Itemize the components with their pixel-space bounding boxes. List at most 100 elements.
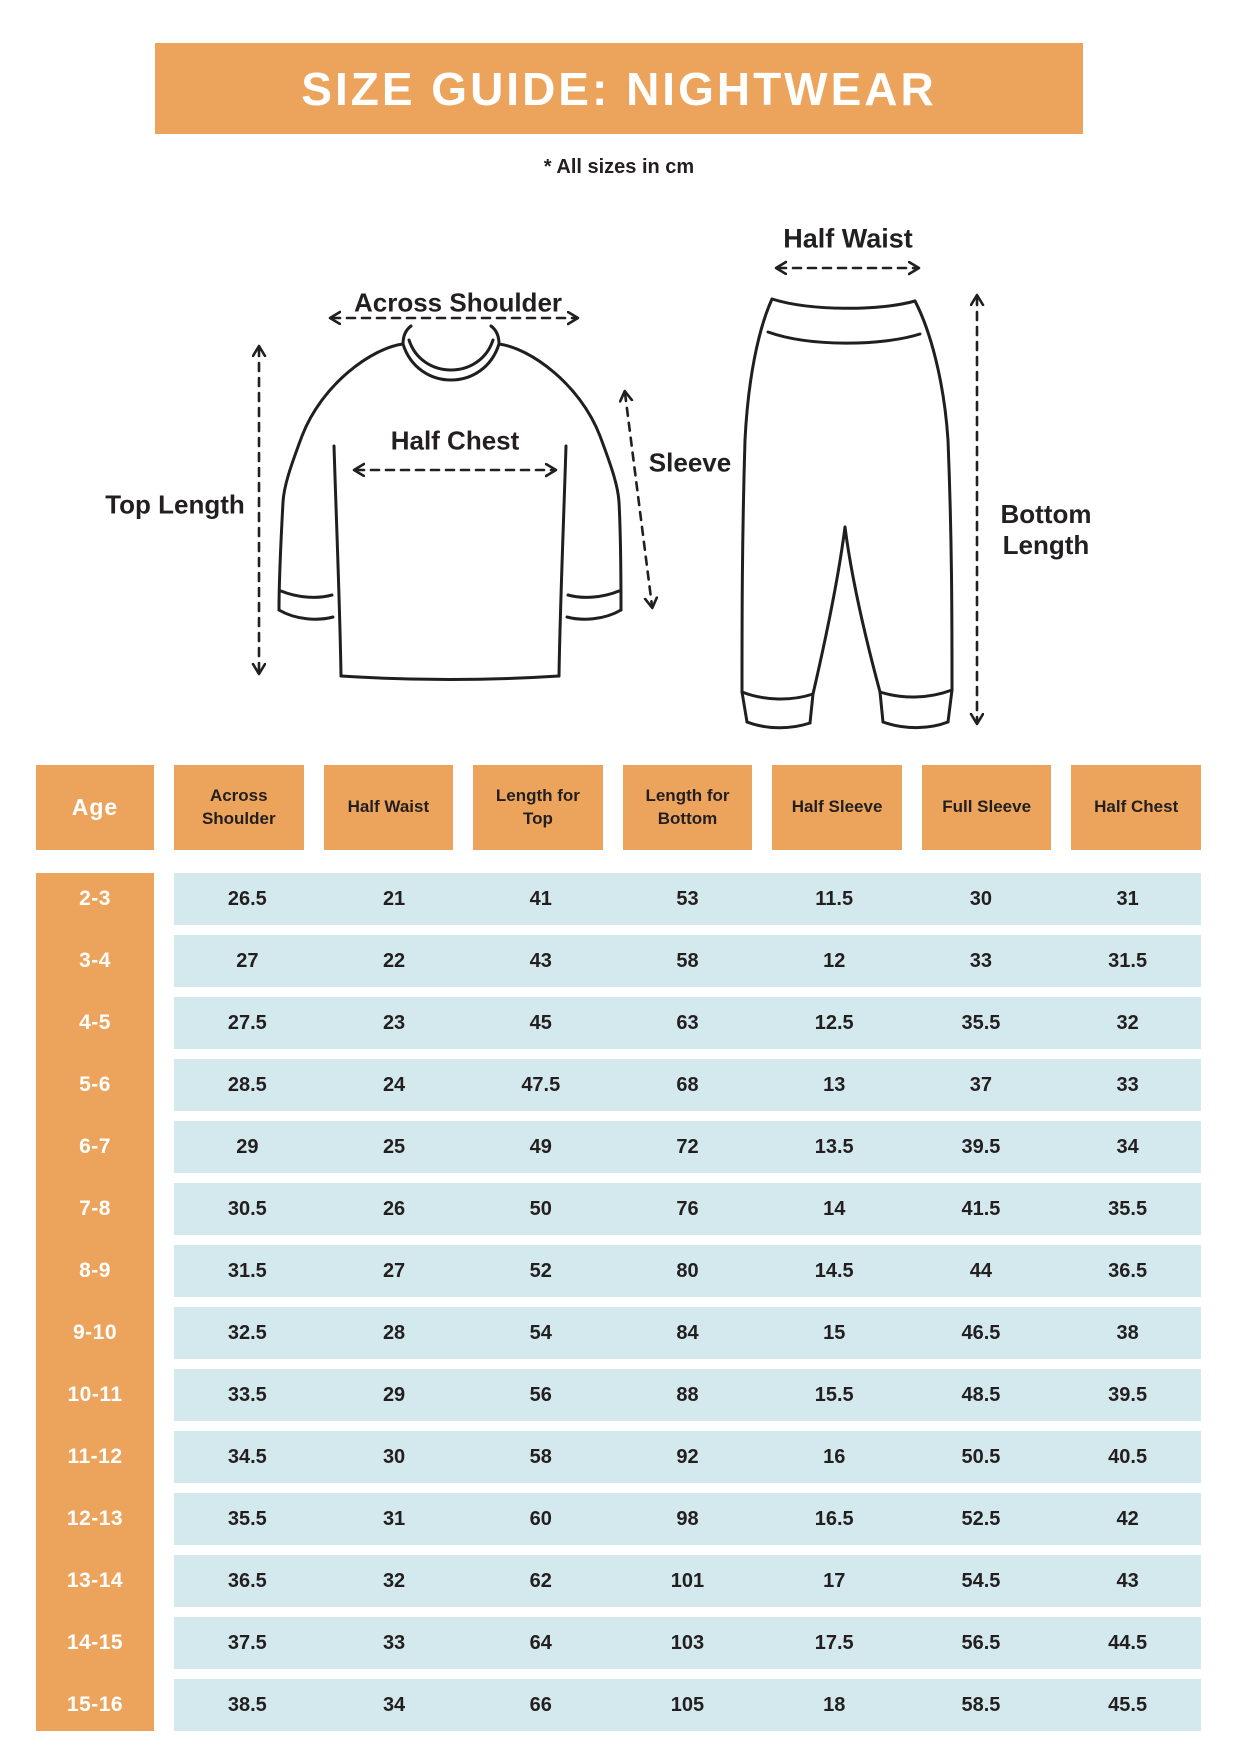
value-cell: 26.5: [227, 887, 267, 910]
value-cell: 38: [1116, 1321, 1139, 1344]
value-cell: 24: [382, 1073, 406, 1096]
value-cell: 41: [529, 887, 552, 910]
value-cell: 58.5: [961, 1693, 1001, 1716]
value-cell: 38.5: [227, 1693, 267, 1716]
title-banner: SIZE GUIDE: NIGHTWEAR: [155, 43, 1083, 134]
value-cell: 21: [382, 887, 406, 910]
age-cell: 3-4: [79, 949, 111, 972]
value-cell: 60: [529, 1507, 552, 1530]
age-cell: 8-9: [79, 1259, 111, 1282]
value-cell: 44.5: [1108, 1631, 1148, 1654]
value-cell: 32: [1116, 1011, 1139, 1034]
value-cell: 33.5: [227, 1383, 267, 1406]
value-cell: 62: [529, 1569, 552, 1592]
across-shoulder-label: Across Shoulder: [353, 287, 563, 318]
value-cell: 31: [382, 1507, 406, 1530]
value-cell: 37.5: [227, 1631, 267, 1654]
column-header-length-for-bottom: Length for Bottom: [622, 765, 753, 850]
value-cell: 35.5: [961, 1011, 1001, 1034]
size-table-header-row: Age Across Shoulder Half Waist Length for T…: [36, 765, 1201, 850]
column-header-across-shoulder: Across Shoulder: [174, 765, 304, 850]
value-cell: 56.5: [961, 1631, 1001, 1654]
value-cell: 84: [676, 1321, 699, 1344]
value-cell: 54.5: [961, 1569, 1001, 1592]
value-cell: 41.5: [961, 1197, 1001, 1220]
age-cell: 12-13: [66, 1507, 124, 1530]
table-row: 31.5 27 52 80 14.5 44 36.5: [174, 1245, 1201, 1297]
value-cell: 76: [676, 1197, 699, 1220]
value-cell: 47.5: [521, 1073, 561, 1096]
value-cell: 16.5: [814, 1507, 854, 1530]
value-cell: 15.5: [814, 1383, 854, 1406]
size-table-body: 2-3 3-4 4-5 5-6 6-7 7-8 8-9 9-10 10-11 11-12 12-13…: [36, 873, 1201, 1731]
value-cell: 30: [969, 887, 993, 910]
value-cell: 50.5: [961, 1445, 1001, 1468]
value-cell: 31.5: [1108, 949, 1148, 972]
value-cell: 39.5: [961, 1135, 1001, 1158]
value-cell: 22: [382, 949, 406, 972]
table-row: 34.5 30 58 92 16 50.5 40.5: [174, 1431, 1201, 1483]
age-cell: 14-15: [66, 1631, 124, 1654]
value-cell: 33: [969, 949, 993, 972]
values-columns: 26.5 21 41 53 11.5 30 31 27 22 43 58 12 33 31.5 27.5 23…: [174, 873, 1201, 1731]
value-cell: 80: [676, 1259, 699, 1282]
value-cell: 33: [1116, 1073, 1139, 1096]
shirt-outline-icon: [277, 324, 623, 681]
value-cell: 44: [969, 1259, 993, 1282]
value-cell: 32.5: [227, 1321, 267, 1344]
value-cell: 35.5: [227, 1507, 267, 1530]
value-cell: 29: [382, 1383, 406, 1406]
value-cell: 54: [529, 1321, 552, 1344]
value-cell: 52: [529, 1259, 552, 1282]
value-cell: 33: [382, 1631, 406, 1654]
age-cell: 5-6: [79, 1073, 111, 1096]
value-cell: 27: [382, 1259, 406, 1282]
age-cell: 15-16: [66, 1693, 124, 1716]
value-cell: 72: [676, 1135, 699, 1158]
value-cell: 35.5: [1108, 1197, 1148, 1220]
age-cell: 7-8: [79, 1197, 111, 1220]
value-cell: 53: [676, 887, 699, 910]
sleeve-arrow-icon: [625, 393, 652, 606]
value-cell: 98: [676, 1507, 699, 1530]
table-row: 37.5 33 64 103 17.5 56.5 44.5: [174, 1617, 1201, 1669]
measure-arrows: [259, 268, 977, 722]
table-row: 35.5 31 60 98 16.5 52.5 42: [174, 1493, 1201, 1545]
table-row: 26.5 21 41 53 11.5 30 31: [174, 873, 1201, 925]
column-header-half-sleeve: Half Sleeve: [772, 765, 902, 850]
table-row: 27 22 43 58 12 33 31.5: [174, 935, 1201, 987]
table-row: 27.5 23 45 63 12.5 35.5 32: [174, 997, 1201, 1049]
value-cell: 68: [676, 1073, 699, 1096]
value-cell: 14.5: [814, 1259, 854, 1282]
garment-outlines-svg: [0, 0, 1238, 730]
value-cell: 56: [529, 1383, 552, 1406]
page-title: SIZE GUIDE: NIGHTWEAR: [301, 62, 937, 115]
value-cell: 39.5: [1108, 1383, 1148, 1406]
value-cell: 31.5: [227, 1259, 267, 1282]
top-length-label: Top Length: [105, 489, 245, 520]
sleeve-label: Sleeve: [648, 447, 732, 478]
age-cell: 11-12: [67, 1445, 123, 1468]
table-row: 36.5 32 62 101 17 54.5 43: [174, 1555, 1201, 1607]
value-cell: 23: [382, 1011, 406, 1034]
table-row: 29 25 49 72 13.5 39.5 34: [174, 1121, 1201, 1173]
value-cell: 45.5: [1108, 1693, 1148, 1716]
column-header-age: Age: [36, 765, 154, 850]
value-cell: 25: [382, 1135, 406, 1158]
value-cell: 46.5: [961, 1321, 1001, 1344]
pants-outline-icon: [740, 297, 954, 730]
value-cell: 34: [382, 1693, 406, 1716]
value-cell: 42: [1116, 1507, 1139, 1530]
value-cell: 40.5: [1108, 1445, 1148, 1468]
value-cell: 52.5: [961, 1507, 1001, 1530]
value-cell: 14: [823, 1197, 846, 1220]
value-cell: 34.5: [227, 1445, 267, 1468]
value-cell: 36.5: [1108, 1259, 1148, 1282]
value-cell: 58: [529, 1445, 552, 1468]
value-cell: 13: [823, 1073, 846, 1096]
table-row: 32.5 28 54 84 15 46.5 38: [174, 1307, 1201, 1359]
value-cell: 34: [1116, 1135, 1139, 1158]
table-row: 38.5 34 66 105 18 58.5 45.5: [174, 1679, 1201, 1731]
value-cell: 30: [382, 1445, 406, 1468]
value-cell: 15: [823, 1321, 846, 1344]
